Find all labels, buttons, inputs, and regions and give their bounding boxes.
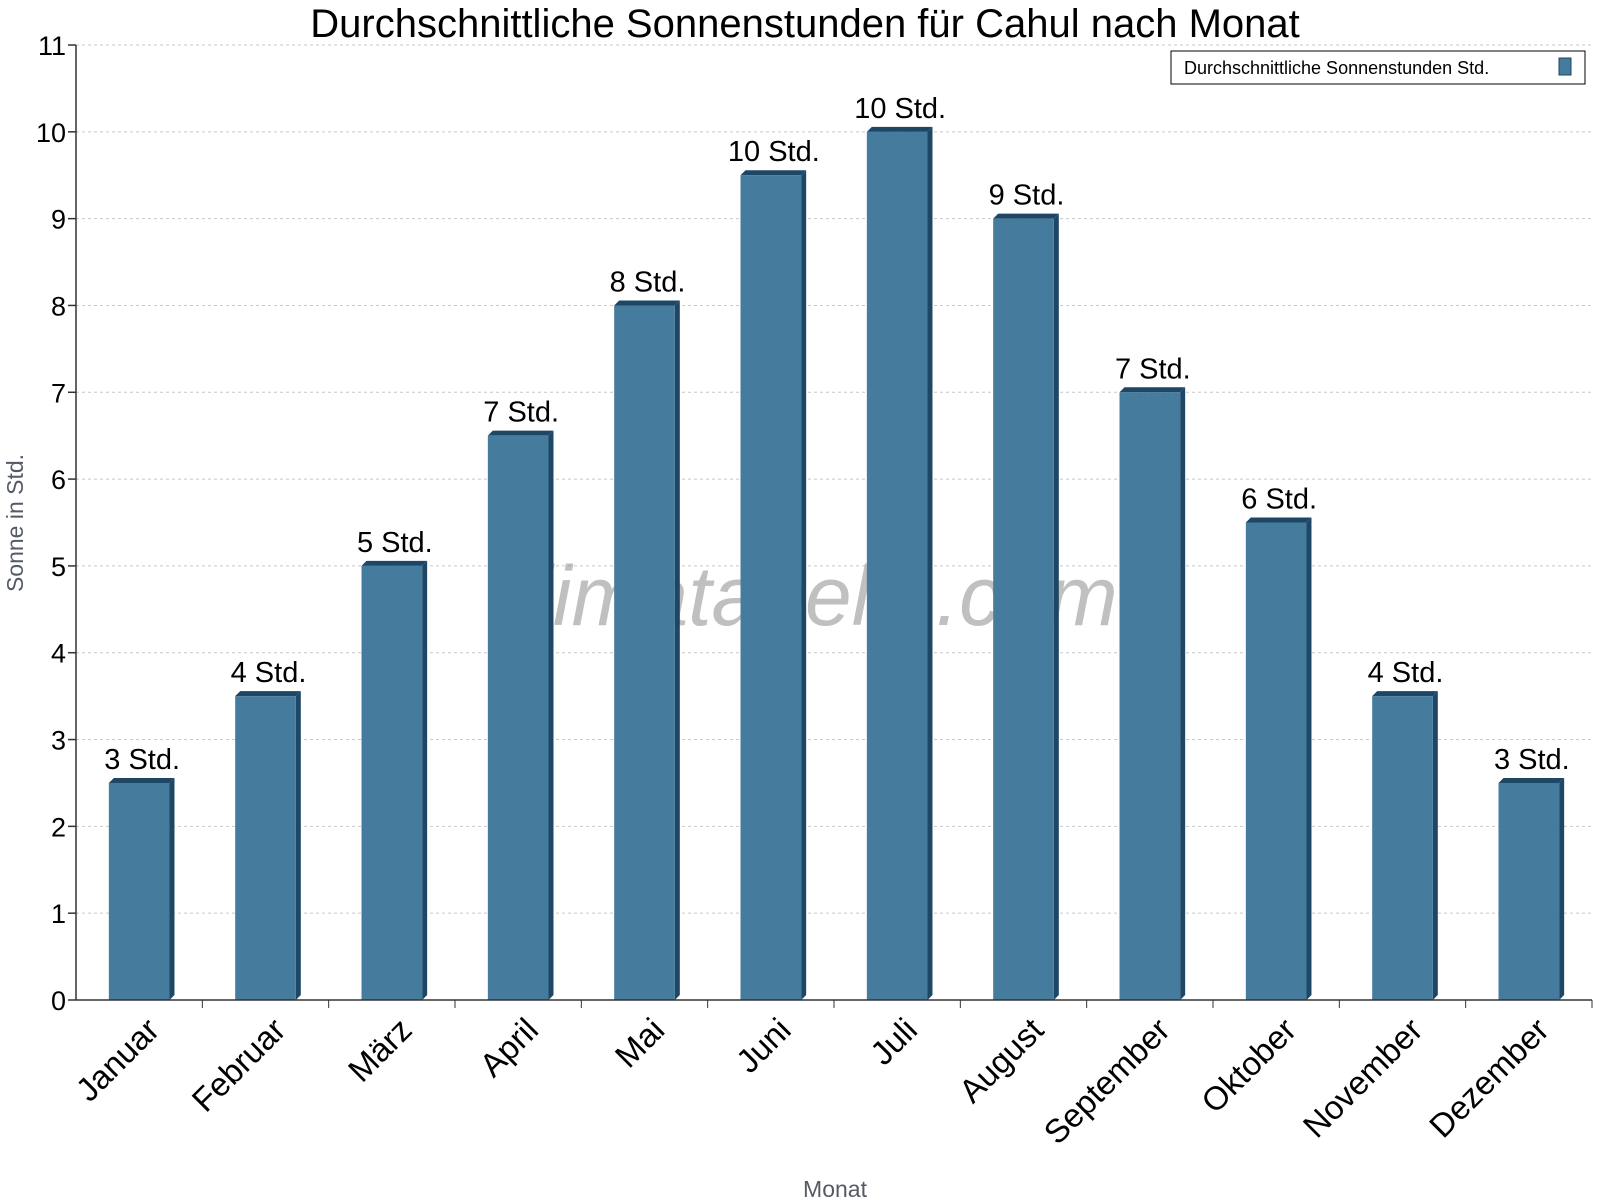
bar-value-label: 7 Std. [483,397,559,429]
y-tick-label: 4 [51,639,66,669]
bar-top [1245,517,1312,523]
bar-juni [740,170,807,1000]
bar-front [487,435,549,1000]
bar-side [169,777,175,1000]
y-tick-label: 8 [51,291,66,321]
bar-märz [361,560,428,1000]
bar-side [422,560,428,1000]
bar-september [1119,387,1186,1001]
legend-box [1170,50,1586,85]
bar-value-label: 3 Std. [104,744,180,776]
bar-side [1559,777,1565,1000]
y-tick-label: 1 [51,899,66,929]
bar-value-label: 5 Std. [357,527,433,559]
bar-value-label: 10 Std. [854,93,946,125]
x-tick-label: September [1036,1011,1176,1151]
y-tick-label: 5 [51,552,66,582]
grid-lines [76,44,1592,914]
bar-side [1306,517,1312,1000]
y-tick-label: 11 [38,31,66,61]
x-tick-label: Juli [863,1011,924,1072]
bar-front [1245,522,1307,1000]
x-tick-label: Februar [185,1011,293,1119]
x-axis-ticks: Januar Februar März April Mai Juni Juli AugustS… [69,1000,1593,1151]
x-tick-label: Oktober [1194,1011,1303,1120]
bar-value-label: 4 Std. [231,657,307,689]
x-axis-title: Monat [803,1176,868,1200]
legend: Durchschnittliche Sonnenstunden Std. [1170,50,1586,85]
bar-side [295,691,301,1000]
bar-side [548,430,554,1000]
y-axis-ticks: 0 1 2 3 4 5 6 7 8 9 10 11 [36,31,76,1016]
bar-april [487,430,554,1000]
x-tick-label: November [1296,1011,1430,1145]
bar-front [866,131,928,1000]
x-tick-label: Mai [608,1011,672,1075]
bar-side [801,170,807,1000]
bar-side [927,126,933,1001]
bar-front [235,696,296,1000]
x-tick-label: August [952,1011,1051,1110]
bar-side [674,300,680,1000]
bar-top [487,430,554,436]
bar-top [740,170,807,176]
bar-front [1372,696,1433,1000]
y-tick-label: 0 [51,986,66,1016]
bar-value-label: 8 Std. [610,266,686,298]
x-tick-label: April [472,1011,545,1084]
bar-mai [614,300,680,1000]
bar-side [1053,213,1059,1001]
bar-front [1119,392,1181,1001]
bar-juli [866,126,933,1001]
bar-front [108,782,170,1000]
bar-top [361,560,428,566]
x-tick-label: Juni [729,1011,798,1080]
bar-januar [108,777,175,1000]
legend-swatch [1558,57,1572,76]
legend-label: Durchschnittliche Sonnenstunden Std. [1184,58,1489,78]
y-tick-label: 9 [51,205,66,235]
bar-value-labels: 3 Std. 4 Std. 5 Std. 7 Std. 8 Std. 10 Std. 10 … [104,93,1569,776]
bar-value-label: 4 Std. [1368,657,1444,689]
bar-value-label: 7 Std. [1115,353,1191,385]
bars [108,126,1565,1001]
bar-value-label: 9 Std. [989,180,1065,212]
bar-top [1372,691,1438,697]
x-tick-label: März [341,1011,419,1089]
bar-top [235,691,301,697]
y-tick-label: 6 [51,465,66,495]
bar-side [1432,691,1438,1000]
bar-front [361,565,423,1000]
x-tick-label: Januar [69,1011,167,1109]
y-axis-title: Sonne in Std. [2,454,28,592]
bar-front [993,218,1054,1001]
bar-top [1119,387,1186,393]
bar-november [1372,691,1438,1000]
y-tick-label: 7 [51,378,66,408]
bar-top [108,777,175,783]
bar-top [993,213,1059,219]
bar-oktober [1245,517,1312,1000]
bar-top [1498,777,1565,783]
bar-value-label: 3 Std. [1494,744,1570,776]
bar-value-label: 6 Std. [1241,484,1317,516]
bar-front [740,175,802,1000]
bar-value-label: 10 Std. [728,136,820,168]
bar-side [1180,387,1186,1001]
y-tick-label: 10 [36,118,66,148]
bar-august [993,213,1059,1001]
bar-front [614,305,675,1000]
chart-title: Durchschnittliche Sonnenstunden für Cahu… [310,2,1300,46]
bar-dezember [1498,777,1565,1000]
x-tick-label: Dezember [1422,1011,1556,1145]
bar-front [1498,782,1560,1000]
y-tick-label: 2 [51,812,66,842]
y-tick-label: 3 [51,726,66,756]
bar-top [866,126,933,132]
bar-februar [235,691,301,1000]
bar-top [614,300,680,306]
